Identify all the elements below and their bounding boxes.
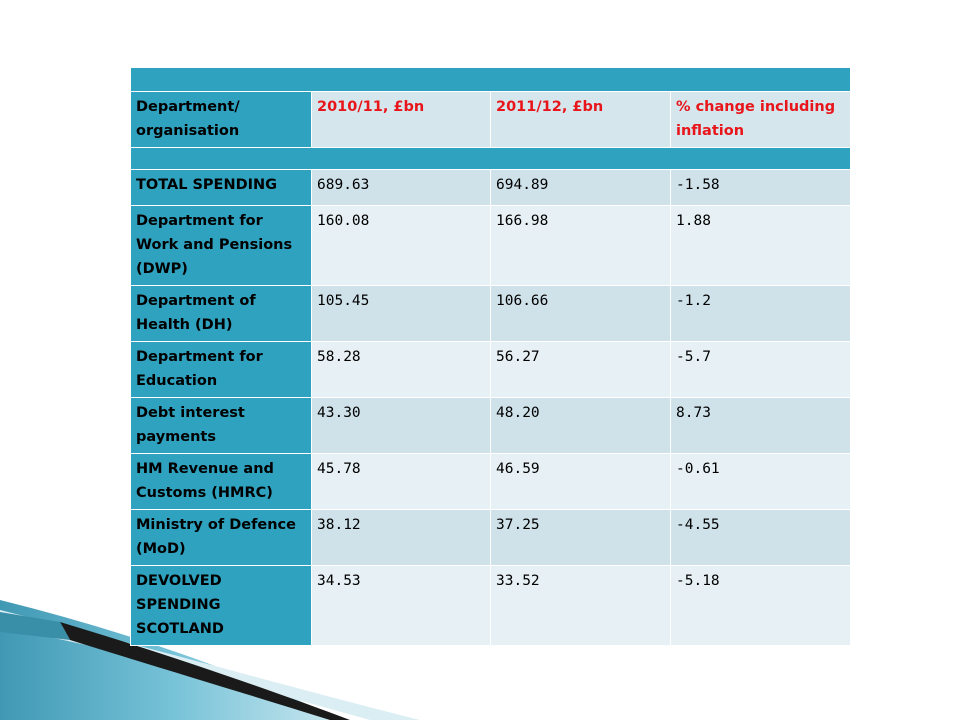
table-row: Debt interest payments 43.30 48.20 8.73 [130,397,851,454]
table-header-row: Department/ organisation 2010/11, £bn 20… [130,91,851,148]
table-separator-band [130,147,851,170]
row-2010-11-value: 105.45 [311,285,491,342]
row-name: TOTAL SPENDING [130,169,312,206]
row-name: DEVOLVED SPENDING SCOTLAND [130,565,312,646]
row-name: Department of Health (DH) [130,285,312,342]
row-2011-12-value: 166.98 [490,205,671,286]
row-2010-11-value: 38.12 [311,509,491,566]
row-2011-12-value: 46.59 [490,453,671,510]
table-row: Department for Work and Pensions (DWP) 16… [130,205,851,286]
row-name: Department for Education [130,341,312,398]
row-name: Debt interest payments [130,397,312,454]
row-2011-12-value: 106.66 [490,285,671,342]
table-row: DEVOLVED SPENDING SCOTLAND 34.53 33.52 -5.1… [130,565,851,646]
row-name: HM Revenue and Customs (HMRC) [130,453,312,510]
header-2011-12: 2011/12, £bn [490,91,671,148]
row-percent-change: 1.88 [670,205,851,286]
table-row: TOTAL SPENDING 689.63 694.89 -1.58 [130,169,851,206]
row-2011-12-value: 33.52 [490,565,671,646]
row-percent-change: -4.55 [670,509,851,566]
table-top-band [130,67,851,92]
header-2010-11: 2010/11, £bn [311,91,491,148]
row-name: Ministry of Defence (MoD) [130,509,312,566]
row-2010-11-value: 34.53 [311,565,491,646]
band-cell [130,67,851,92]
row-2010-11-value: 689.63 [311,169,491,206]
row-percent-change: -5.18 [670,565,851,646]
row-2011-12-value: 48.20 [490,397,671,454]
header-department: Department/ organisation [130,91,312,148]
band-cell [130,147,851,170]
table-row: HM Revenue and Customs (HMRC) 45.78 46.59-… [130,453,851,510]
table-row: Department for Education 58.28 56.27 -5.7 [130,341,851,398]
row-2011-12-value: 694.89 [490,169,671,206]
row-percent-change: -1.2 [670,285,851,342]
row-2010-11-value: 43.30 [311,397,491,454]
row-name: Department for Work and Pensions (DWP) [130,205,312,286]
row-2010-11-value: 58.28 [311,341,491,398]
table-row: Department of Health (DH) 105.45 106.66 -1.… [130,285,851,342]
row-2010-11-value: 160.08 [311,205,491,286]
header-percent-change: % change including inflation [670,91,851,148]
table-row: Ministry of Defence (MoD) 38.12 37.25 -4.55 [130,509,851,566]
row-2011-12-value: 56.27 [490,341,671,398]
row-percent-change: -0.61 [670,453,851,510]
row-2010-11-value: 45.78 [311,453,491,510]
spending-table: Department/ organisation 2010/11, £bn 20… [130,67,851,646]
row-percent-change: -1.58 [670,169,851,206]
row-percent-change: -5.7 [670,341,851,398]
row-percent-change: 8.73 [670,397,851,454]
row-2011-12-value: 37.25 [490,509,671,566]
